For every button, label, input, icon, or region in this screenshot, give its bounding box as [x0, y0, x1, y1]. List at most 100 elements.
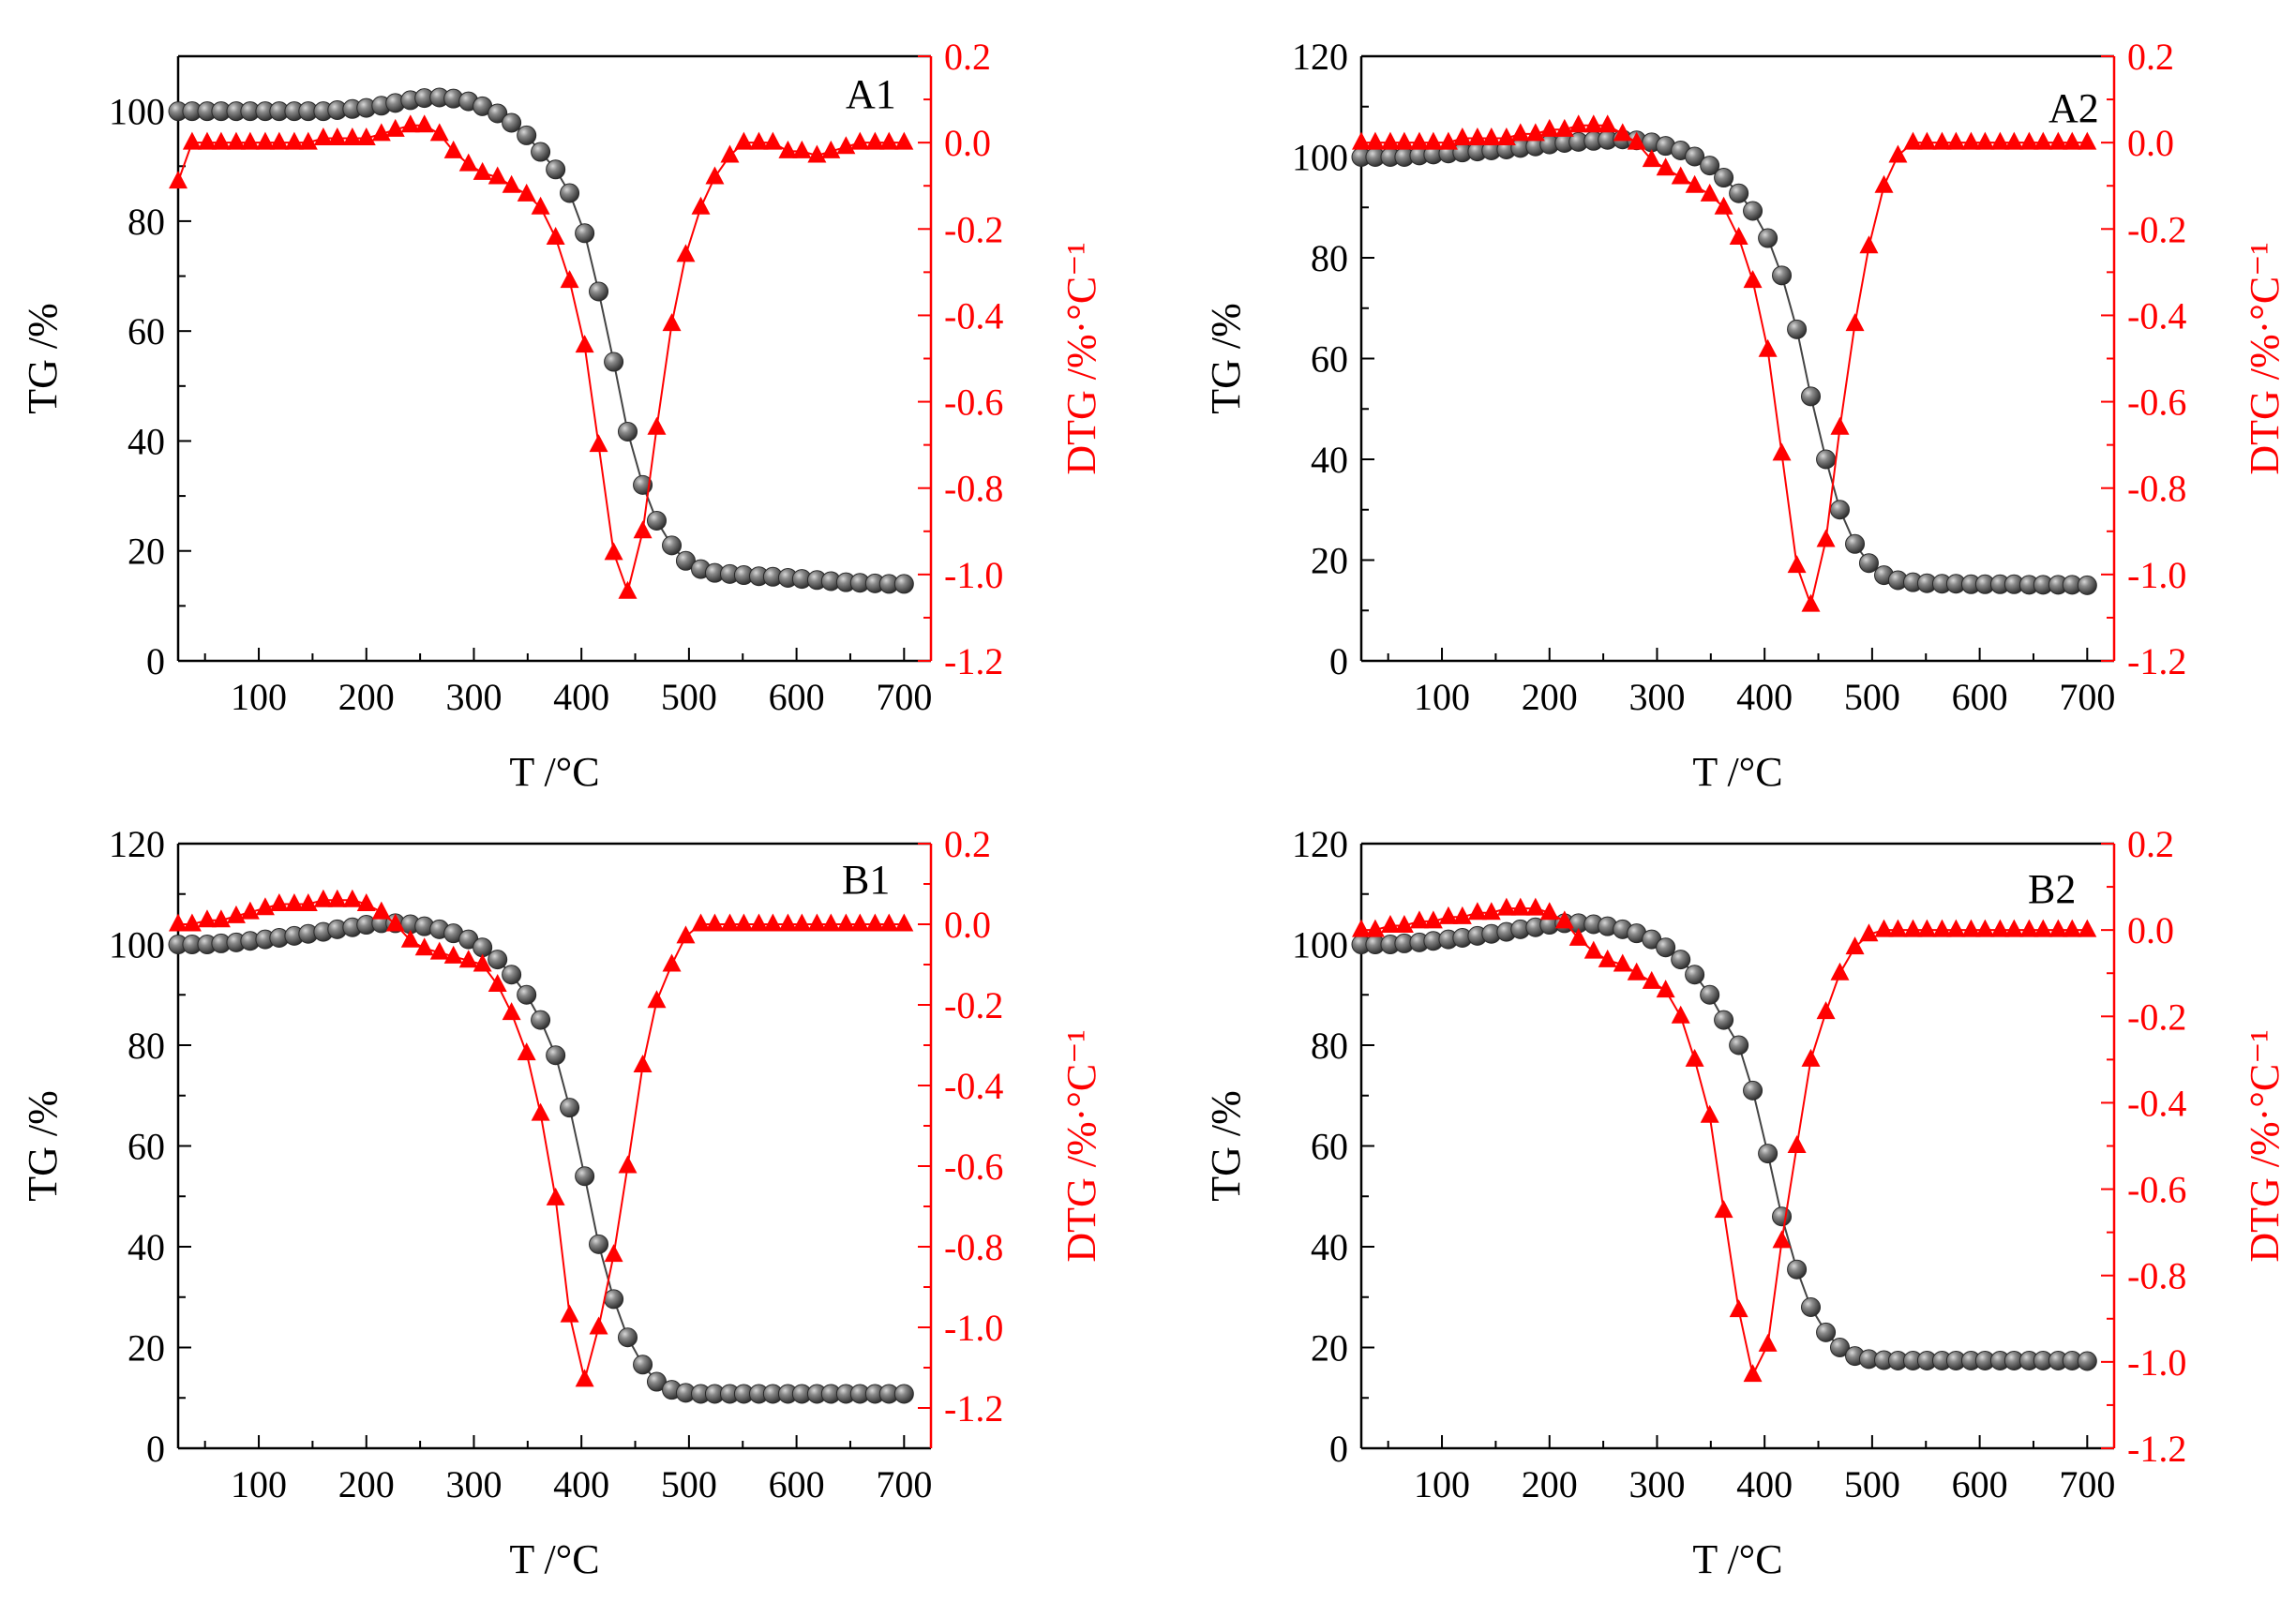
dtg-point: [342, 127, 362, 146]
tg-point: [1787, 1259, 1808, 1280]
x-tick-label: 200: [338, 1463, 395, 1505]
dtg-point: [240, 901, 260, 920]
dtg-point: [1613, 123, 1632, 142]
y-tick-label: 100: [109, 91, 165, 133]
dtg-point: [1917, 919, 1937, 937]
tg-point: [893, 1384, 914, 1404]
tg-point: [1858, 553, 1879, 574]
tg-point: [604, 1289, 624, 1310]
dtg-point: [575, 335, 594, 353]
x-tick-label: 100: [231, 676, 287, 718]
dtg-point: [211, 909, 231, 928]
dtg-point: [1496, 897, 1516, 916]
tg-point: [589, 281, 609, 302]
dtg-point: [792, 140, 812, 158]
dtg-point: [647, 416, 667, 435]
x-tick-label: 100: [1414, 1463, 1470, 1505]
dtg-point: [1352, 131, 1371, 150]
tg-line: [178, 921, 905, 1395]
dtg-point: [473, 161, 492, 180]
dtg-line: [1361, 124, 2088, 608]
y2-tick-label: -0.8: [944, 1226, 1003, 1268]
y-tick-label: 100: [109, 924, 165, 966]
dtg-point: [1452, 127, 1472, 146]
panel-label: A2: [2048, 85, 2099, 131]
dtg-point: [1583, 940, 1603, 959]
dtg-point: [385, 118, 405, 137]
tg-point: [502, 965, 522, 985]
dtg-point: [517, 1042, 536, 1061]
dtg-point: [1816, 1001, 1836, 1020]
dtg-point: [255, 897, 275, 916]
dtg-point: [356, 127, 376, 146]
y-tick-label: 20: [128, 531, 165, 573]
dtg-point: [1467, 902, 1487, 921]
dtg-point: [589, 434, 608, 453]
y-tick-label: 60: [1311, 338, 1348, 381]
dtg-point: [546, 1187, 565, 1205]
dtg-point: [1917, 131, 1937, 150]
dtg-point: [1656, 980, 1675, 998]
tg-point: [675, 550, 696, 571]
dtg-point: [1787, 555, 1807, 574]
dtg-point: [1888, 919, 1908, 937]
y2-tick-label: -1.0: [2127, 1341, 2186, 1384]
dtg-point: [2063, 919, 2082, 937]
tg-point: [2077, 1351, 2097, 1371]
dtg-point: [1975, 131, 1995, 150]
dtg-point: [1888, 144, 1908, 163]
dtg-line: [177, 124, 905, 595]
x-tick-label: 100: [1414, 676, 1470, 718]
x-tick-label: 400: [1736, 676, 1793, 718]
dtg-point: [327, 127, 347, 146]
dtg-point: [2033, 131, 2053, 150]
x-tick-label: 600: [1952, 676, 2008, 718]
dtg-point: [1932, 131, 1952, 150]
dtg-point: [821, 913, 841, 932]
tg-point: [1772, 1206, 1793, 1227]
dtg-point: [197, 131, 217, 150]
dtg-point: [1380, 131, 1400, 150]
dtg-point: [1787, 1135, 1807, 1153]
dtg-point: [676, 925, 696, 944]
y2-tick-label: -0.8: [944, 468, 1003, 510]
panel-label: B2: [2028, 866, 2076, 912]
tg-point: [1743, 201, 1763, 221]
dtg-point: [1409, 910, 1429, 929]
dtg-point: [2078, 919, 2097, 937]
y2-tick-label: -0.2: [2127, 996, 2186, 1038]
dtg-point: [1700, 183, 1719, 202]
dtg-point: [821, 140, 841, 158]
dtg-point: [502, 174, 521, 193]
dtg-point: [1743, 1364, 1763, 1383]
dtg-point: [1743, 270, 1763, 289]
x-tick-label: 300: [1628, 1463, 1685, 1505]
dtg-point: [589, 1316, 608, 1335]
dtg-point: [1758, 338, 1778, 357]
y-tick-label: 100: [1292, 924, 1348, 966]
tg-point: [618, 421, 638, 442]
dtg-point: [850, 131, 870, 150]
panel-b2: B2 100 200 300 400 500 600 700 0 20 40 60 80 100 120 -…: [1203, 823, 2288, 1582]
y2-tick-label: -0.2: [2127, 208, 2186, 250]
tg-point: [575, 1166, 595, 1187]
tg-point: [618, 1327, 638, 1348]
tg-point: [633, 1355, 653, 1375]
y2-tick-label: -0.2: [944, 984, 1003, 1026]
y2-axis-title: DTG /%·°C⁻¹: [2242, 242, 2288, 474]
dtg-point: [1801, 593, 1821, 612]
x-tick-label: 700: [2059, 676, 2115, 718]
dtg-point: [429, 123, 449, 142]
y2-tick-label: -1.0: [944, 554, 1003, 596]
x-tick-label: 100: [231, 1463, 287, 1505]
dtg-point: [618, 1155, 638, 1174]
tg-point: [1743, 1080, 1763, 1100]
x-tick-label: 600: [1952, 1463, 2008, 1505]
dtg-point: [1365, 131, 1385, 150]
dtg-point: [807, 913, 827, 932]
dtg-point: [1554, 910, 1574, 929]
dtg-point: [169, 913, 188, 932]
dtg-point: [720, 913, 740, 932]
dtg-point: [226, 131, 246, 150]
y-axis-title: TG /%: [20, 1090, 66, 1202]
